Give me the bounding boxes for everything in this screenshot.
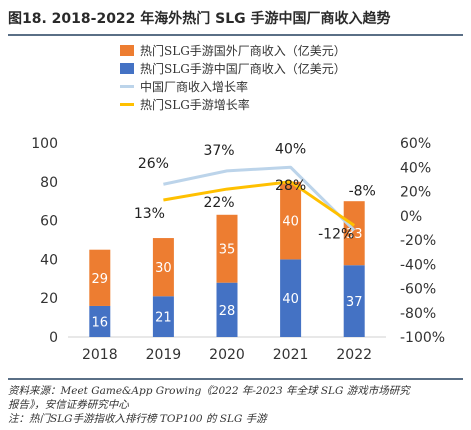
legend-swatch-china-growth: [120, 84, 134, 88]
bar-china: [216, 282, 238, 337]
line-hot-growth: [163, 180, 356, 227]
legend-label-china: 热门SLG手游中国厂商收入（亿美元）: [140, 61, 346, 76]
line-china-growth: [163, 165, 356, 232]
bar-china: [280, 259, 302, 337]
y-right-tick-label: -100%: [400, 330, 445, 346]
source-footer: 资料来源：Meet Game&App Growing《2022 年-2023 年…: [8, 378, 463, 426]
line-data-label: -8%: [349, 183, 376, 199]
bar-label-china: 16: [92, 315, 109, 330]
legend-item-china: 热门SLG手游中国厂商收入（亿美元）: [120, 59, 346, 77]
legend-item-foreign: 热门SLG手游国外厂商收入（亿美元）: [120, 41, 346, 59]
figure-title: 图18. 2018-2022 年海外热门 SLG 手游中国厂商收入趋势: [8, 11, 391, 27]
y-right-tick-label: 60%: [400, 136, 431, 152]
y-right-tick-label: 20%: [400, 185, 431, 201]
line-data-label: -12%: [318, 226, 354, 242]
bar-label-foreign: 33: [346, 227, 363, 242]
legend-label-china-growth: 中国厂商收入增长率: [140, 79, 249, 94]
y-right-tick-label: -80%: [400, 306, 436, 322]
chart-legend: 热门SLG手游国外厂商收入（亿美元） 热门SLG手游中国厂商收入（亿美元） 中国…: [120, 41, 346, 113]
y-right-tick-label: -60%: [400, 282, 436, 298]
legend-swatch-foreign: [120, 44, 134, 56]
bar-label-china: 21: [155, 311, 172, 326]
x-tick-label: 2021: [273, 347, 309, 363]
bar-china: [343, 265, 365, 337]
bar-china: [89, 305, 111, 337]
line-data-label: 40%: [275, 141, 306, 157]
legend-item-china-growth: 中国厂商收入增长率: [120, 77, 346, 95]
y-left-tick-label: 20: [40, 291, 58, 307]
bar-label-foreign: 35: [219, 243, 236, 258]
bar-label-foreign: 40: [282, 215, 299, 230]
source-line-1: 资料来源：Meet Game&App Growing《2022 年-2023 年…: [8, 385, 410, 397]
x-tick-label: 2022: [336, 347, 372, 363]
line-data-label: 26%: [138, 156, 169, 172]
x-tick-label: 2018: [82, 347, 118, 363]
bar-label-china: 40: [282, 292, 299, 307]
y-left-tick-label: 0: [49, 330, 58, 346]
source-line-2: 报告》，安信证券研究中心: [8, 399, 129, 411]
legend-swatch-hot-growth: [120, 102, 134, 106]
y-left-tick-label: 40: [40, 252, 58, 268]
bar-label-foreign: 30: [155, 261, 172, 276]
y-right-tick-label: -40%: [400, 257, 436, 273]
line-data-label: 13%: [134, 206, 165, 222]
bar-foreign: [343, 201, 365, 266]
y-left-tick-label: 100: [31, 136, 58, 152]
title-bar: 图18. 2018-2022 年海外热门 SLG 手游中国厂商收入趋势: [8, 4, 463, 36]
legend-item-hot-growth: 热门SLG手游增长率: [120, 95, 346, 113]
x-tick-label: 2019: [146, 347, 182, 363]
bar-foreign: [89, 249, 111, 306]
line-data-label: 22%: [203, 195, 234, 211]
x-tick-label: 2020: [209, 347, 245, 363]
bar-china: [152, 296, 174, 337]
chart-canvas: 0 20 40 60 80 100 -100% -80% -60% -40% -20% 0% 20% 40…: [31, 136, 445, 363]
y-right-tick-label: 40%: [400, 160, 431, 176]
bar-label-china: 28: [219, 304, 236, 319]
y-right-tick-label: -20%: [400, 233, 436, 249]
legend-label-foreign: 热门SLG手游国外厂商收入（亿美元）: [140, 43, 346, 58]
y-right-tick-label: 0%: [400, 209, 422, 225]
bar-foreign: [280, 181, 302, 260]
line-data-label: 37%: [203, 143, 234, 159]
y-left-tick-label: 80: [40, 175, 58, 191]
note-line: 注：热门SLG手游指收入排行榜 TOP100 的 SLG 手游: [8, 413, 267, 425]
bar-label-foreign: 29: [92, 272, 109, 287]
line-data-label: 28%: [275, 178, 306, 194]
bar-foreign: [216, 214, 238, 283]
legend-label-hot-growth: 热门SLG手游增长率: [140, 97, 250, 112]
legend-swatch-china: [120, 62, 134, 74]
y-left-tick-label: 60: [40, 214, 58, 230]
bar-foreign: [152, 238, 174, 297]
bar-label-china: 37: [346, 295, 363, 310]
